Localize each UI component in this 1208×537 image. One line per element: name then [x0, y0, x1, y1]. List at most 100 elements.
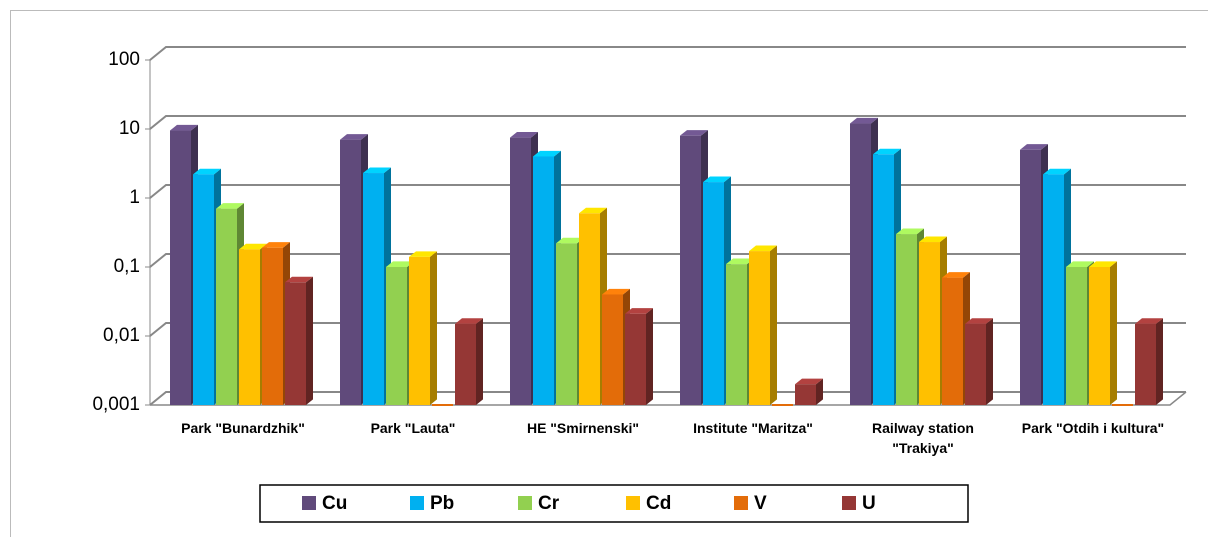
bar-top	[239, 243, 267, 250]
bar	[170, 130, 191, 406]
bar	[285, 282, 306, 405]
bar	[409, 256, 430, 405]
grid-line	[149, 253, 1186, 268]
bar-top	[749, 245, 777, 252]
legend-swatch	[518, 496, 532, 510]
bar-top	[726, 258, 754, 265]
floor-edge	[150, 391, 1187, 406]
bar-top	[1135, 318, 1163, 324]
bar-top	[285, 276, 313, 283]
x-tick-label: HE "Smirnenski"	[526, 420, 640, 436]
bar-top	[919, 236, 947, 243]
bar-top	[193, 168, 221, 175]
bar-top	[170, 124, 198, 131]
bar-top	[896, 228, 924, 235]
bar-floor	[432, 404, 453, 406]
bar	[363, 173, 384, 405]
bar	[193, 174, 214, 405]
y-tick-label: 0,01	[103, 325, 140, 346]
bar	[1066, 267, 1087, 405]
bar	[340, 139, 361, 405]
chart-frame	[10, 10, 1208, 537]
x-tick-label: Park "Lauta"	[370, 420, 456, 436]
bar	[726, 264, 747, 405]
bar-top	[873, 148, 901, 155]
bar	[556, 243, 577, 405]
bar	[965, 323, 986, 405]
bar	[1135, 323, 1156, 405]
bar-top	[579, 207, 607, 214]
bar	[873, 154, 894, 405]
grid-line	[149, 322, 1186, 337]
bar	[216, 208, 237, 405]
bar-side	[646, 308, 653, 405]
bar-top	[363, 167, 391, 174]
bar-top	[510, 132, 538, 138]
legend-label: Pb	[430, 493, 454, 514]
bar	[850, 123, 871, 405]
bar-side	[816, 378, 823, 405]
y-tick-label: 10	[119, 118, 140, 139]
y-tick-label: 100	[108, 49, 140, 70]
bar	[625, 313, 646, 405]
legend-label: Cu	[322, 493, 347, 514]
bar-side	[986, 318, 993, 405]
bar-side	[1156, 318, 1163, 405]
bar	[1089, 267, 1110, 405]
legend-label: V	[754, 493, 767, 514]
bar-top	[455, 318, 483, 324]
bar	[942, 277, 963, 405]
legend-swatch	[734, 496, 748, 510]
bar-top	[680, 130, 708, 136]
x-tick-label: Institute "Maritza"	[693, 420, 813, 436]
bar-side	[306, 276, 313, 405]
x-tick-label: Park "Bunardzhik"	[181, 420, 305, 436]
x-tick-label: Park "Otdih i kultura"	[1021, 420, 1165, 436]
bar-top	[409, 251, 437, 257]
bar-top	[1020, 144, 1048, 150]
legend-label: Cr	[538, 493, 560, 514]
grid-line	[149, 115, 1186, 130]
bar-top	[216, 203, 244, 209]
bar	[455, 323, 476, 405]
bar	[1020, 149, 1041, 405]
bar-top	[262, 242, 290, 248]
grid-line	[149, 391, 1186, 406]
bar	[579, 213, 600, 405]
bar	[386, 267, 407, 405]
bar	[795, 384, 816, 405]
bar	[533, 156, 554, 405]
x-tick-label: Railway station "Trakiya"	[872, 420, 974, 456]
bar-top	[850, 117, 878, 124]
y-tick-label: 0,1	[114, 256, 140, 277]
bar	[262, 247, 283, 405]
bar	[749, 251, 770, 405]
bar-top	[386, 261, 414, 267]
bar-top	[556, 237, 584, 244]
legend-swatch	[626, 496, 640, 510]
y-tick-label: 1	[129, 187, 140, 208]
legend-swatch	[842, 496, 856, 510]
bar-top	[625, 308, 653, 314]
bar-top	[340, 134, 368, 140]
bar	[510, 137, 531, 405]
grid-line	[149, 184, 1186, 199]
bar-top	[965, 318, 993, 324]
bar	[919, 242, 940, 405]
bar-top	[1066, 261, 1094, 267]
bar	[239, 249, 260, 405]
bar-top	[602, 288, 630, 295]
bar-top	[703, 176, 731, 183]
bar-top	[1089, 261, 1117, 267]
bar	[1043, 174, 1064, 405]
bar	[703, 182, 724, 405]
bar-floor	[772, 404, 793, 406]
legend-swatch	[410, 496, 424, 510]
bar-top	[533, 150, 561, 157]
legend-label: U	[862, 493, 876, 514]
bar-side	[430, 251, 437, 405]
bar-top	[942, 272, 970, 278]
legend-swatch	[302, 496, 316, 510]
